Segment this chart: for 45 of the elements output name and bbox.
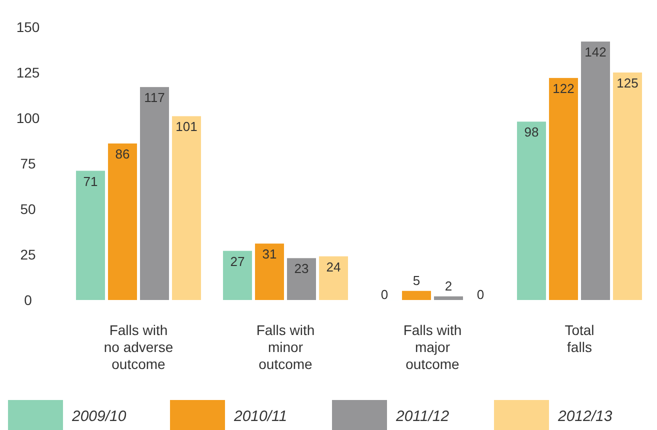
bar (517, 122, 546, 300)
data-label: 0 (380, 287, 388, 302)
bar (223, 250, 252, 300)
bar (108, 143, 137, 300)
legend-label: 2009/10 (71, 408, 127, 425)
legend-label: 2010/11 (233, 408, 288, 425)
data-label: 0 (476, 287, 484, 302)
y-tick-label: 0 (24, 292, 32, 308)
bar (172, 116, 201, 300)
bar (287, 258, 316, 300)
legend-label: 2011/12 (395, 408, 450, 425)
data-label: 122 (552, 80, 574, 96)
data-label: 2 (444, 278, 452, 294)
data-label: 98 (524, 124, 539, 140)
y-tick-label: 25 (20, 246, 36, 262)
y-tick-label: 150 (16, 19, 40, 35)
data-label: 117 (144, 90, 165, 106)
data-label: 142 (584, 44, 606, 60)
x-tick-label: Falls with major outcome (403, 322, 462, 372)
data-label: 23 (294, 261, 309, 276)
y-tick-label: 50 (20, 201, 36, 217)
bar (319, 256, 348, 300)
legend-label: 2012/13 (557, 408, 613, 425)
bar (581, 42, 610, 300)
bar (76, 170, 105, 300)
data-label: 71 (83, 174, 98, 189)
data-label: 27 (230, 254, 245, 269)
x-tick-label: Falls with no adverse outcome (104, 322, 174, 372)
y-tick-label: 100 (16, 110, 40, 126)
x-tick-label: Total falls (564, 322, 594, 355)
bar (140, 87, 169, 300)
bar (434, 296, 463, 300)
data-label: 24 (326, 259, 341, 274)
x-tick-label: Falls with minor outcome (256, 322, 315, 372)
bar (402, 290, 431, 300)
bar (255, 244, 284, 300)
bar (549, 78, 578, 300)
data-label: 5 (412, 272, 420, 288)
y-tick-label: 125 (16, 64, 40, 80)
data-label: 101 (176, 119, 198, 134)
bar (613, 72, 642, 300)
data-label: 31 (262, 246, 277, 262)
data-label: 86 (115, 146, 130, 162)
data-label: 125 (616, 76, 638, 90)
y-tick-label: 75 (20, 156, 36, 172)
